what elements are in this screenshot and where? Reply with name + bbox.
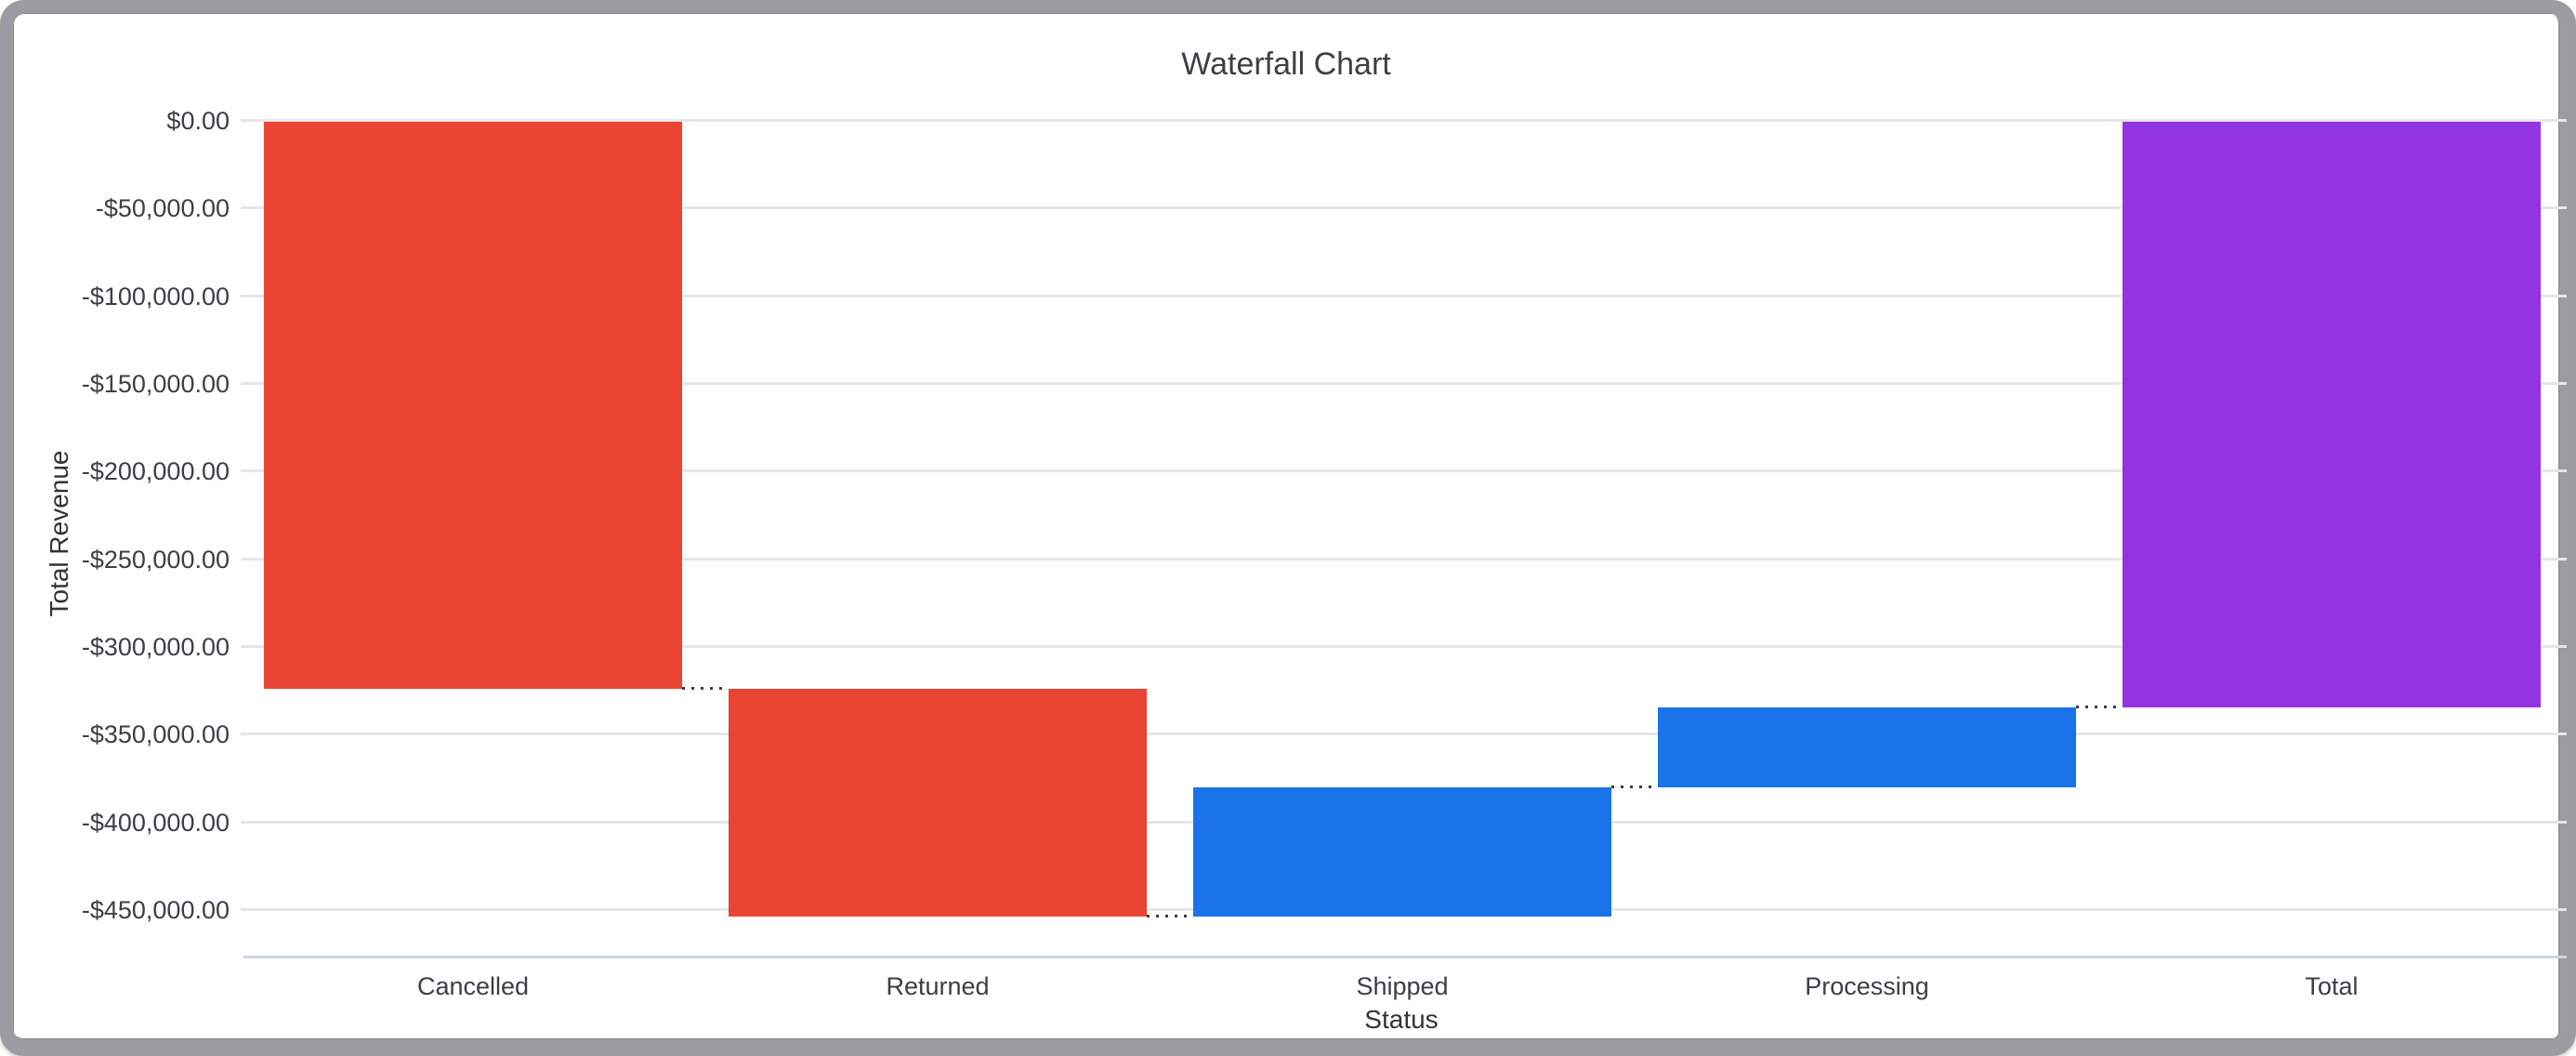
- bar-cancelled[interactable]: [264, 122, 682, 689]
- y-tick-label: -$400,000.00: [81, 809, 230, 837]
- bar-returned[interactable]: [729, 689, 1147, 917]
- y-tick-label: -$100,000.00: [81, 283, 230, 310]
- bar-total[interactable]: [2123, 122, 2541, 707]
- gridline: [241, 733, 2567, 735]
- x-tick-label: Returned: [886, 972, 990, 1000]
- gridline: [241, 295, 2567, 297]
- chart-title: Waterfall Chart: [1181, 46, 1391, 82]
- gridline: [241, 382, 2567, 385]
- x-axis-title: Status: [1364, 1005, 1439, 1034]
- y-tick-label: $0.00: [166, 107, 230, 135]
- y-tick-label: -$150,000.00: [81, 370, 230, 398]
- gridline: [241, 645, 2567, 648]
- waterfall-connector-line: [1611, 785, 1658, 788]
- y-tick-label: -$50,000.00: [95, 194, 230, 222]
- waterfall-connector-line: [682, 687, 729, 690]
- x-tick-label: Cancelled: [416, 972, 530, 1000]
- x-tick-label: Total: [2305, 972, 2359, 1000]
- bar-processing[interactable]: [1658, 707, 2076, 787]
- x-tick-label: Shipped: [1356, 972, 1449, 1000]
- x-tick-label: Processing: [1805, 972, 1929, 1000]
- y-tick-label: -$350,000.00: [81, 720, 230, 748]
- gridline: [241, 119, 2567, 122]
- gridline: [241, 558, 2567, 561]
- gridline: [241, 469, 2567, 472]
- y-tick-label: -$300,000.00: [81, 633, 230, 661]
- waterfall-chart: Waterfall Chart Total Revenue Status $0.…: [13, 13, 2567, 1039]
- y-tick-label: -$450,000.00: [81, 896, 230, 924]
- y-tick-label: -$250,000.00: [81, 546, 230, 574]
- waterfall-connector-line: [1147, 915, 1193, 917]
- gridline: [241, 206, 2567, 209]
- y-tick-label: -$200,000.00: [81, 457, 230, 485]
- bar-shipped[interactable]: [1193, 787, 1611, 917]
- x-axis-line: [243, 956, 2567, 958]
- waterfall-connector-line: [2076, 706, 2123, 708]
